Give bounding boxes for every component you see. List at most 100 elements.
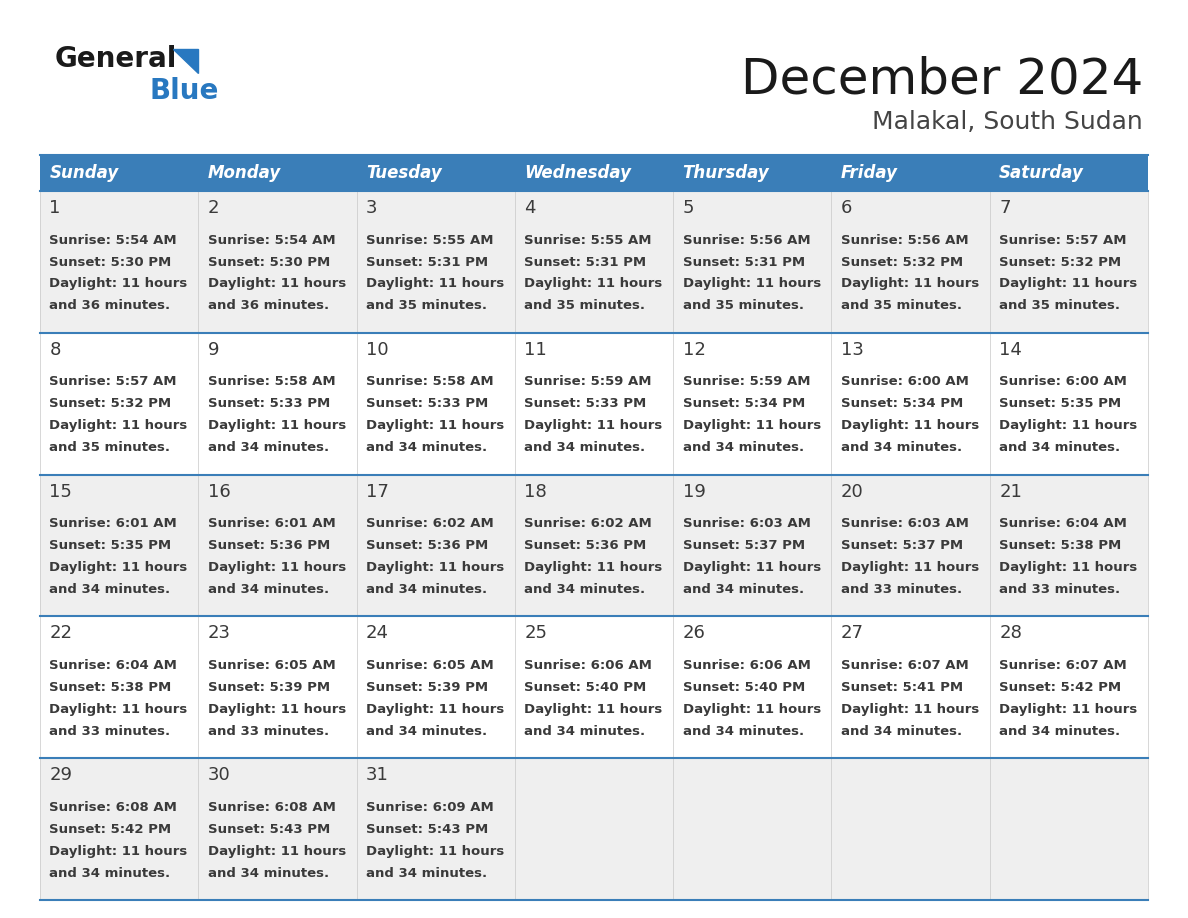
Text: Sunrise: 6:04 AM: Sunrise: 6:04 AM xyxy=(50,659,177,672)
Text: Sunset: 5:43 PM: Sunset: 5:43 PM xyxy=(366,823,488,835)
Text: Daylight: 11 hours: Daylight: 11 hours xyxy=(50,277,188,290)
Text: Sunrise: 5:56 AM: Sunrise: 5:56 AM xyxy=(683,233,810,247)
Text: 2: 2 xyxy=(208,199,220,217)
Text: and 33 minutes.: and 33 minutes. xyxy=(841,583,962,596)
Text: Friday: Friday xyxy=(841,164,898,182)
Text: and 36 minutes.: and 36 minutes. xyxy=(50,299,171,312)
Text: Sunrise: 6:01 AM: Sunrise: 6:01 AM xyxy=(50,517,177,530)
Text: Sunset: 5:31 PM: Sunset: 5:31 PM xyxy=(524,255,646,269)
Text: Daylight: 11 hours: Daylight: 11 hours xyxy=(999,561,1137,574)
Bar xyxy=(40,475,1148,616)
Text: and 35 minutes.: and 35 minutes. xyxy=(50,442,171,454)
Text: Sunset: 5:43 PM: Sunset: 5:43 PM xyxy=(208,823,330,835)
Text: Daylight: 11 hours: Daylight: 11 hours xyxy=(208,845,346,857)
Text: Daylight: 11 hours: Daylight: 11 hours xyxy=(50,561,188,574)
Bar xyxy=(40,191,1148,333)
Text: Sunrise: 6:08 AM: Sunrise: 6:08 AM xyxy=(50,800,177,813)
Text: Sunrise: 6:04 AM: Sunrise: 6:04 AM xyxy=(999,517,1127,530)
Text: Sunrise: 6:05 AM: Sunrise: 6:05 AM xyxy=(208,659,335,672)
Text: Sunset: 5:32 PM: Sunset: 5:32 PM xyxy=(999,255,1121,269)
Text: Saturday: Saturday xyxy=(999,164,1085,182)
Text: Sunrise: 5:54 AM: Sunrise: 5:54 AM xyxy=(50,233,177,247)
Text: and 34 minutes.: and 34 minutes. xyxy=(683,725,804,738)
Text: Wednesday: Wednesday xyxy=(524,164,631,182)
Text: Sunrise: 5:56 AM: Sunrise: 5:56 AM xyxy=(841,233,968,247)
Text: 7: 7 xyxy=(999,199,1011,217)
Text: Daylight: 11 hours: Daylight: 11 hours xyxy=(50,845,188,857)
Text: Sunrise: 6:02 AM: Sunrise: 6:02 AM xyxy=(366,517,494,530)
Text: Sunset: 5:31 PM: Sunset: 5:31 PM xyxy=(683,255,804,269)
Text: Sunrise: 6:07 AM: Sunrise: 6:07 AM xyxy=(999,659,1127,672)
Text: Sunset: 5:33 PM: Sunset: 5:33 PM xyxy=(524,397,646,410)
Text: Sunrise: 6:07 AM: Sunrise: 6:07 AM xyxy=(841,659,968,672)
Text: 25: 25 xyxy=(524,624,548,643)
Text: Daylight: 11 hours: Daylight: 11 hours xyxy=(683,277,821,290)
Text: Sunset: 5:40 PM: Sunset: 5:40 PM xyxy=(524,681,646,694)
Text: Sunrise: 6:06 AM: Sunrise: 6:06 AM xyxy=(524,659,652,672)
Text: Sunset: 5:38 PM: Sunset: 5:38 PM xyxy=(999,539,1121,552)
Text: Sunset: 5:36 PM: Sunset: 5:36 PM xyxy=(524,539,646,552)
Text: 26: 26 xyxy=(683,624,706,643)
Bar xyxy=(832,155,990,191)
Text: Sunset: 5:34 PM: Sunset: 5:34 PM xyxy=(841,397,963,410)
Text: 10: 10 xyxy=(366,341,388,359)
Text: Sunrise: 6:02 AM: Sunrise: 6:02 AM xyxy=(524,517,652,530)
Bar xyxy=(40,758,1148,900)
Text: Daylight: 11 hours: Daylight: 11 hours xyxy=(366,561,505,574)
Text: Sunrise: 5:58 AM: Sunrise: 5:58 AM xyxy=(366,375,494,388)
Text: Sunrise: 5:57 AM: Sunrise: 5:57 AM xyxy=(50,375,177,388)
Text: Sunset: 5:36 PM: Sunset: 5:36 PM xyxy=(366,539,488,552)
Text: and 34 minutes.: and 34 minutes. xyxy=(366,583,487,596)
Text: Daylight: 11 hours: Daylight: 11 hours xyxy=(208,561,346,574)
Text: 22: 22 xyxy=(50,624,72,643)
Text: and 34 minutes.: and 34 minutes. xyxy=(999,725,1120,738)
Text: and 33 minutes.: and 33 minutes. xyxy=(999,583,1120,596)
Text: Sunrise: 5:54 AM: Sunrise: 5:54 AM xyxy=(208,233,335,247)
Text: 23: 23 xyxy=(208,624,230,643)
Bar xyxy=(40,616,1148,758)
Text: Sunrise: 6:00 AM: Sunrise: 6:00 AM xyxy=(841,375,968,388)
Text: Blue: Blue xyxy=(150,77,220,105)
Text: Sunrise: 6:03 AM: Sunrise: 6:03 AM xyxy=(841,517,968,530)
Text: and 34 minutes.: and 34 minutes. xyxy=(683,442,804,454)
Bar xyxy=(990,155,1148,191)
Text: Daylight: 11 hours: Daylight: 11 hours xyxy=(841,420,979,432)
Text: 30: 30 xyxy=(208,767,230,784)
Text: 27: 27 xyxy=(841,624,864,643)
Text: Sunset: 5:37 PM: Sunset: 5:37 PM xyxy=(841,539,963,552)
Text: Sunrise: 5:59 AM: Sunrise: 5:59 AM xyxy=(524,375,652,388)
Text: Sunset: 5:31 PM: Sunset: 5:31 PM xyxy=(366,255,488,269)
Text: and 34 minutes.: and 34 minutes. xyxy=(366,725,487,738)
Text: 6: 6 xyxy=(841,199,852,217)
Text: and 35 minutes.: and 35 minutes. xyxy=(999,299,1120,312)
Text: 13: 13 xyxy=(841,341,864,359)
Text: Sunrise: 6:00 AM: Sunrise: 6:00 AM xyxy=(999,375,1127,388)
Text: Sunset: 5:42 PM: Sunset: 5:42 PM xyxy=(50,823,171,835)
Text: and 34 minutes.: and 34 minutes. xyxy=(208,442,329,454)
Text: Daylight: 11 hours: Daylight: 11 hours xyxy=(50,703,188,716)
Text: Daylight: 11 hours: Daylight: 11 hours xyxy=(683,703,821,716)
Text: Daylight: 11 hours: Daylight: 11 hours xyxy=(208,277,346,290)
Text: Sunrise: 6:01 AM: Sunrise: 6:01 AM xyxy=(208,517,335,530)
Text: 24: 24 xyxy=(366,624,388,643)
Text: Sunrise: 6:05 AM: Sunrise: 6:05 AM xyxy=(366,659,494,672)
Text: 28: 28 xyxy=(999,624,1022,643)
Text: and 33 minutes.: and 33 minutes. xyxy=(208,725,329,738)
Text: Daylight: 11 hours: Daylight: 11 hours xyxy=(208,420,346,432)
Text: 11: 11 xyxy=(524,341,548,359)
Bar xyxy=(198,155,356,191)
Text: Sunrise: 5:57 AM: Sunrise: 5:57 AM xyxy=(999,233,1126,247)
Text: 5: 5 xyxy=(683,199,694,217)
Text: Sunset: 5:41 PM: Sunset: 5:41 PM xyxy=(841,681,963,694)
Text: Daylight: 11 hours: Daylight: 11 hours xyxy=(366,277,505,290)
Text: Sunset: 5:33 PM: Sunset: 5:33 PM xyxy=(366,397,488,410)
Text: 19: 19 xyxy=(683,483,706,500)
Text: Tuesday: Tuesday xyxy=(366,164,442,182)
Text: Daylight: 11 hours: Daylight: 11 hours xyxy=(524,277,663,290)
Text: 31: 31 xyxy=(366,767,388,784)
Text: Sunset: 5:32 PM: Sunset: 5:32 PM xyxy=(50,397,171,410)
Text: 18: 18 xyxy=(524,483,548,500)
Text: Daylight: 11 hours: Daylight: 11 hours xyxy=(50,420,188,432)
Text: 9: 9 xyxy=(208,341,220,359)
Text: 20: 20 xyxy=(841,483,864,500)
